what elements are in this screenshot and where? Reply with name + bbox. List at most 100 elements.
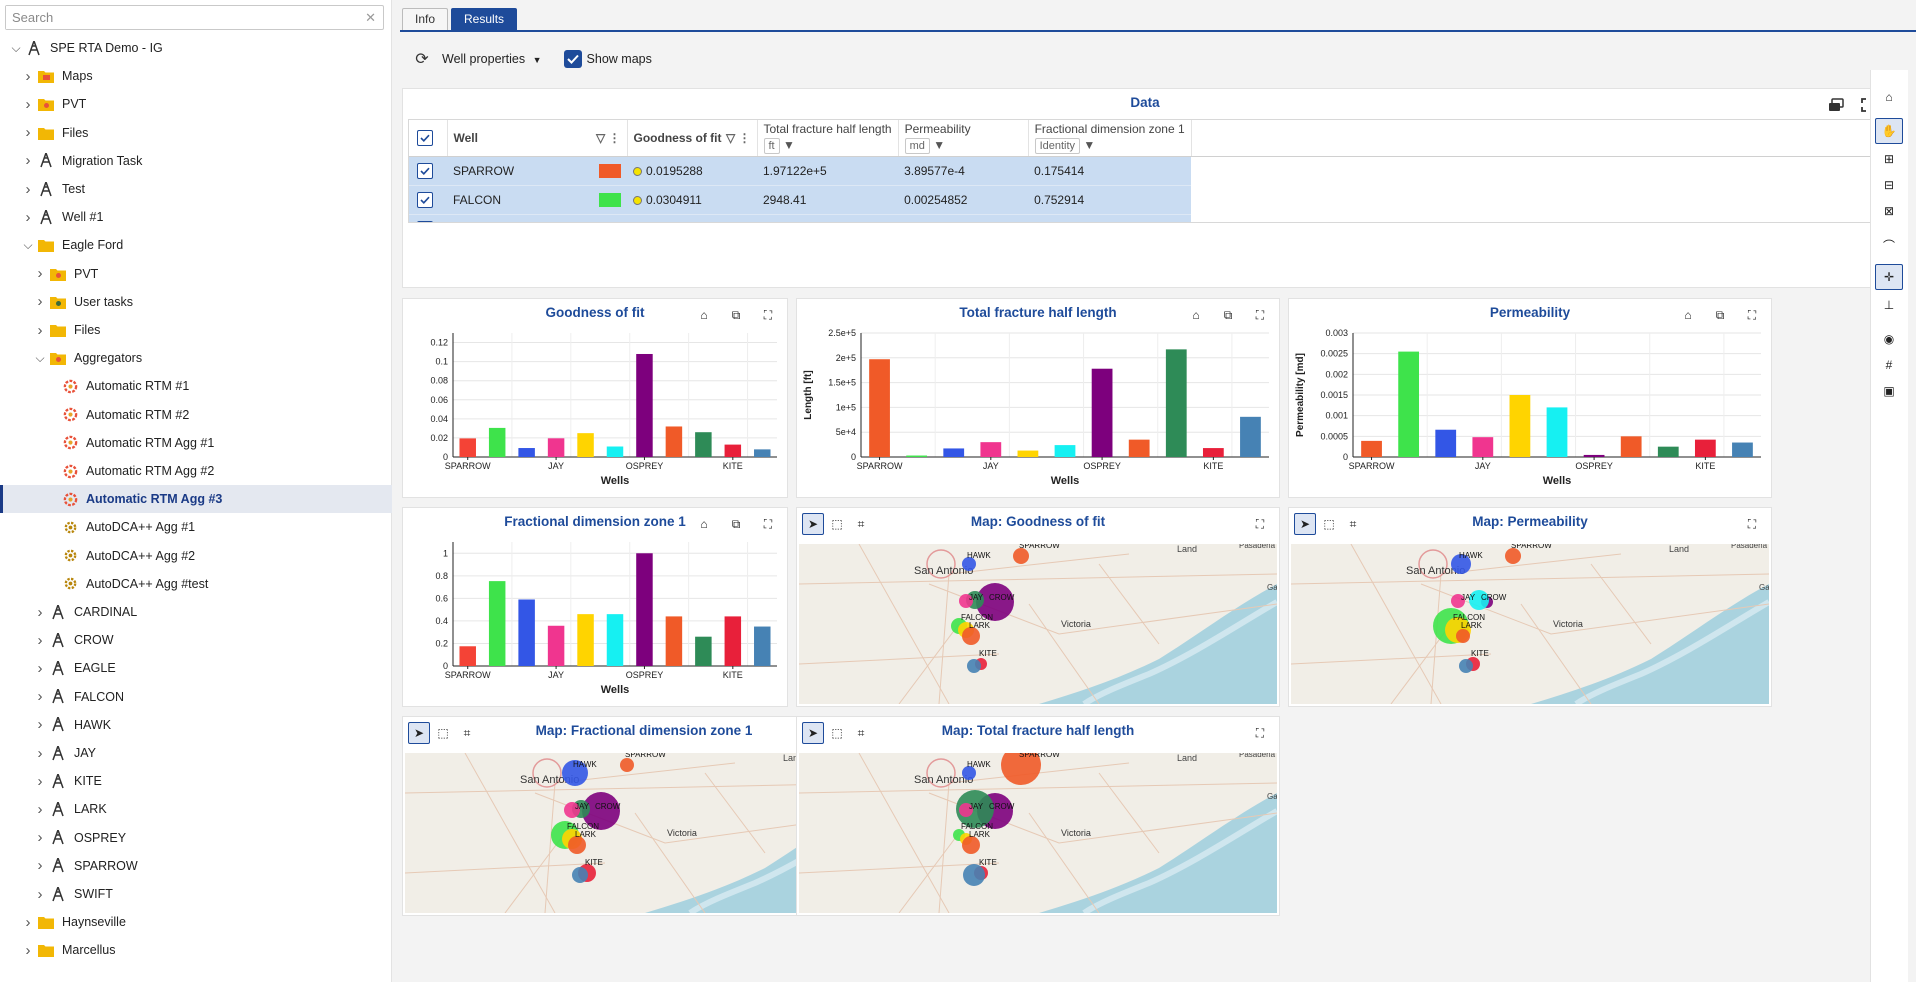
pointer-tool-icon[interactable]: ➤	[1294, 513, 1316, 535]
bar-falcon[interactable]	[488, 427, 506, 457]
chevron-right-icon[interactable]: ›	[25, 208, 31, 226]
bar-w9[interactable]	[1165, 349, 1187, 457]
fullscreen-icon[interactable]: ⛶	[1747, 307, 1757, 322]
curve-icon[interactable]: ⌒	[1882, 238, 1895, 253]
bar-falcon[interactable]	[906, 455, 928, 457]
tree-item[interactable]: › Test	[0, 175, 392, 203]
column-header-well[interactable]: Well ▽ ⋮	[446, 120, 627, 157]
bar-w11[interactable]	[1732, 442, 1753, 457]
tree-item[interactable]: ⌵ SPE RTA Demo - IG	[0, 34, 392, 62]
tree-item[interactable]: › KITE	[0, 767, 392, 795]
well-bubble-eagle[interactable]	[572, 867, 588, 883]
bar-w9[interactable]	[1657, 446, 1679, 457]
axis-icon[interactable]: ⊥	[1883, 298, 1895, 312]
detach-icon[interactable]: ⧉	[1223, 307, 1233, 322]
well-bubble-sparrow[interactable]	[1001, 753, 1041, 785]
bar-w8[interactable]	[1620, 436, 1642, 457]
column-header-fractional-dimension[interactable]: Fractional dimension zone 1 Identity ▼	[1027, 120, 1192, 157]
pointer-tool-icon[interactable]: ➤	[802, 513, 824, 535]
search-input[interactable]	[6, 6, 346, 29]
chevron-right-icon[interactable]: ›	[25, 941, 31, 959]
tree-item[interactable]: › User tasks	[0, 288, 392, 316]
map-canvas[interactable]: San Antonio Victoria Land Pasadena Ga SPARROW…	[799, 753, 1277, 913]
row-checkbox[interactable]	[409, 214, 447, 222]
bar-osprey[interactable]	[636, 553, 653, 666]
tree-item[interactable]: › JAY	[0, 739, 392, 767]
bar-w6[interactable]	[606, 614, 624, 666]
tree-item[interactable]: › CROW	[0, 626, 392, 654]
bar-osprey[interactable]	[1091, 368, 1113, 457]
chevron-right-icon[interactable]: ›	[37, 772, 43, 790]
bar-kite[interactable]	[1202, 448, 1224, 457]
tree-item[interactable]: › OSPREY	[0, 824, 392, 852]
pointer-tool-icon[interactable]: ➤	[408, 722, 430, 744]
zoom-box-icon[interactable]: ⊞	[1883, 152, 1895, 166]
detach-icon[interactable]: ⧉	[731, 516, 741, 531]
row-checkbox[interactable]	[409, 185, 447, 215]
box-select-icon[interactable]: ⬚	[1323, 517, 1335, 531]
tree-item[interactable]: › SPARROW	[0, 852, 392, 880]
table-row[interactable]: FALCON 0.0304911 2948.41 0.00254852 0.752914	[409, 185, 1881, 215]
zoom-y-icon[interactable]: ⊠	[1883, 204, 1895, 218]
tree-item[interactable]: Automatic RTM Agg #2	[0, 457, 392, 485]
search-box[interactable]: ✕	[5, 5, 384, 30]
well-bubble-hawk[interactable]	[962, 557, 976, 571]
bar-jay[interactable]	[547, 438, 565, 457]
tree-item[interactable]: › Haynseville	[0, 908, 392, 936]
tree-item[interactable]: Automatic RTM #1	[0, 372, 392, 400]
well-bubble-jay[interactable]	[564, 802, 580, 818]
filter-icon[interactable]: ▽ ⋮	[595, 130, 621, 145]
well-bubble-sparrow[interactable]	[1505, 548, 1521, 564]
unit-identity[interactable]: Identity	[1034, 137, 1081, 154]
well-properties-dropdown[interactable]: Well properties ▼	[442, 52, 542, 66]
bar-jay[interactable]	[547, 625, 565, 666]
bar-w6[interactable]	[606, 446, 624, 457]
grid-icon[interactable]: #	[1885, 358, 1893, 372]
well-bubble-swift[interactable]	[962, 836, 980, 854]
tree-item[interactable]: AutoDCA++ Agg #2	[0, 542, 392, 570]
funnel-icon[interactable]: ▼	[782, 137, 795, 152]
bar-hawk[interactable]	[518, 448, 535, 457]
crosshair-icon[interactable]: ✛	[1875, 264, 1903, 290]
fullscreen-icon[interactable]: ⛶	[1747, 516, 1757, 531]
chevron-down-icon[interactable]: ⌵	[11, 40, 21, 55]
fullscreen-icon[interactable]: ⛶	[1255, 516, 1265, 531]
chevron-right-icon[interactable]: ›	[37, 885, 43, 903]
refresh-icon[interactable]: ⟳	[415, 51, 429, 68]
bar-sparrow[interactable]	[459, 646, 476, 666]
bar-w5[interactable]	[1509, 395, 1531, 457]
tree-item[interactable]: › Well #1	[0, 203, 392, 231]
show-maps-checkbox[interactable]: Show maps	[563, 50, 652, 68]
bar-w11[interactable]	[754, 626, 771, 666]
map-canvas[interactable]: San Antonio Victoria Land Pasadena Ga SPARROW…	[799, 544, 1277, 704]
filter-icon[interactable]: ▽ ⋮	[725, 130, 751, 145]
well-color-swatch[interactable]	[599, 192, 621, 207]
bar-sparrow[interactable]	[459, 438, 476, 457]
well-bubble-swift[interactable]	[1456, 629, 1470, 643]
fullscreen-icon[interactable]: ⛶	[763, 516, 773, 531]
well-bubble-jay[interactable]	[959, 803, 973, 817]
bar-w5[interactable]	[577, 614, 594, 666]
home-icon[interactable]: ⌂	[700, 517, 708, 531]
unit-ft[interactable]: ft	[763, 137, 780, 154]
zoom-x-icon[interactable]: ⊟	[1883, 178, 1895, 192]
bar-w9[interactable]	[695, 432, 712, 457]
chevron-right-icon[interactable]: ›	[37, 631, 43, 649]
lasso-select-icon[interactable]: ⌗	[857, 516, 865, 531]
column-header-goodness-of-fit[interactable]: Goodness of fit ▽ ⋮	[626, 120, 757, 157]
box-select-icon[interactable]: ⬚	[831, 517, 843, 531]
tree-item[interactable]: › HAWK	[0, 711, 392, 739]
tab-results[interactable]: Results	[451, 8, 518, 30]
bar-w8[interactable]	[665, 616, 683, 666]
bar-hawk[interactable]	[943, 448, 965, 457]
column-header-permeability[interactable]: Permeability md ▼	[897, 120, 1029, 157]
table-row[interactable]: SPARROW 0.0195288 1.97122e+5 3.89577e-4 0.17…	[409, 156, 1881, 186]
bar-w5[interactable]	[1017, 450, 1039, 457]
tree-item[interactable]: › CARDINAL	[0, 598, 392, 626]
bar-kite[interactable]	[724, 444, 742, 457]
lasso-select-icon[interactable]: ⌗	[463, 725, 471, 740]
select-all-checkbox[interactable]	[409, 120, 447, 157]
bar-w9[interactable]	[695, 636, 712, 666]
tree-item[interactable]: Automatic RTM Agg #1	[0, 429, 392, 457]
unit-md[interactable]: md	[904, 137, 930, 154]
